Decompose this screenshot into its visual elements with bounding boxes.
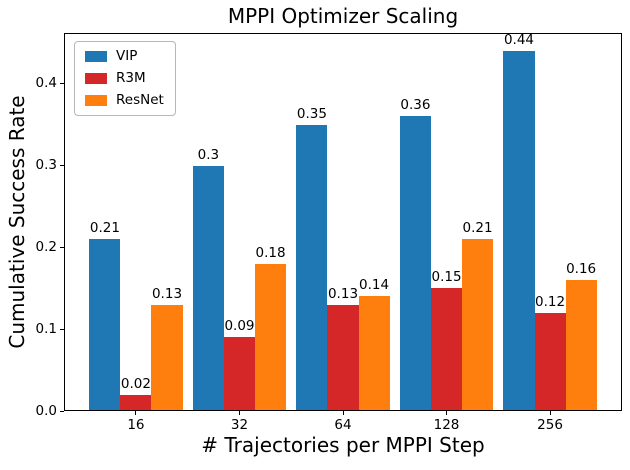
- x-tick-mark: [446, 411, 448, 415]
- x-tick-mark: [342, 411, 344, 415]
- y-tick-mark: [60, 83, 64, 85]
- x-tick-label: 32: [230, 417, 249, 433]
- bar-value-label: 0.3: [197, 146, 220, 163]
- bar-value-label: 0.21: [462, 220, 493, 237]
- y-tick-mark: [60, 410, 64, 412]
- bar-value-label: 0.12: [535, 293, 566, 310]
- legend-item-resnet: ResNet: [85, 93, 164, 108]
- bar-value-label: 0.02: [120, 375, 151, 392]
- bar-value-label: 0.14: [359, 277, 390, 294]
- bar-value-label: 0.18: [255, 244, 286, 261]
- bar-value-label: 0.09: [224, 318, 255, 335]
- y-tick-mark: [60, 246, 64, 248]
- bar-value-label: 0.13: [327, 285, 359, 302]
- bar-r3m-16: [120, 394, 152, 411]
- y-tick-mark: [60, 328, 64, 330]
- chart-title: MPPI Optimizer Scaling: [227, 4, 459, 28]
- bar-r3m-128: [430, 288, 463, 411]
- x-tick-label: 16: [127, 417, 145, 433]
- legend-item-r3m: R3M: [85, 71, 164, 86]
- y-tick-label: 0.3: [35, 157, 57, 174]
- legend-item-vip: VIP: [85, 49, 164, 64]
- y-tick-label: 0.2: [35, 238, 57, 255]
- x-tick-label: 64: [334, 417, 352, 433]
- legend-label: VIP: [116, 48, 138, 64]
- y-tick-mark: [60, 165, 64, 167]
- legend-swatch-icon: [85, 51, 107, 62]
- x-tick-label: 256: [537, 417, 563, 433]
- bar-vip-16: [89, 239, 121, 411]
- bar-r3m-256: [534, 312, 566, 411]
- legend-label: R3M: [116, 70, 146, 86]
- y-tick-label: 0.1: [35, 320, 57, 337]
- bar-value-label: 0.16: [566, 261, 597, 278]
- bar-value-label: 0.13: [151, 285, 183, 302]
- x-tick-mark: [238, 411, 240, 415]
- y-tick-label: 0.4: [35, 75, 57, 92]
- bar-vip-128: [399, 116, 431, 411]
- bar-r3m-64: [327, 304, 359, 411]
- bar-resnet-32: [255, 263, 287, 411]
- bar-value-label: 0.44: [503, 32, 535, 48]
- legend-swatch-icon: [85, 95, 107, 106]
- bar-resnet-256: [565, 280, 597, 411]
- legend-label: ResNet: [116, 92, 164, 108]
- bar-value-label: 0.36: [400, 97, 431, 114]
- bar-vip-64: [296, 124, 328, 411]
- bar-r3m-32: [223, 337, 255, 411]
- bar-vip-32: [192, 165, 224, 411]
- bar-value-label: 0.35: [296, 105, 327, 122]
- legend: VIP R3M ResNet: [74, 41, 176, 116]
- legend-swatch-icon: [85, 73, 107, 84]
- bar-vip-256: [503, 51, 535, 411]
- y-tick-label: 0.0: [35, 402, 57, 419]
- plot-area: VIP R3M ResNet 0.0 0.1 0.2 0.3 0.4 16 32 64 128 256…: [36, 32, 622, 433]
- x-tick-label: 128: [433, 417, 460, 433]
- bar-resnet-128: [462, 239, 494, 411]
- x-tick-mark: [549, 411, 551, 415]
- bar-value-label: 0.15: [431, 269, 462, 286]
- x-tick-mark: [135, 411, 137, 415]
- y-axis-label: Cumulative Success Rate: [5, 95, 29, 349]
- bar-value-label: 0.21: [89, 220, 120, 237]
- x-axis-label: # Trajectories per MPPI Step: [201, 433, 485, 457]
- bar-resnet-64: [358, 296, 390, 411]
- bar-resnet-16: [151, 304, 183, 411]
